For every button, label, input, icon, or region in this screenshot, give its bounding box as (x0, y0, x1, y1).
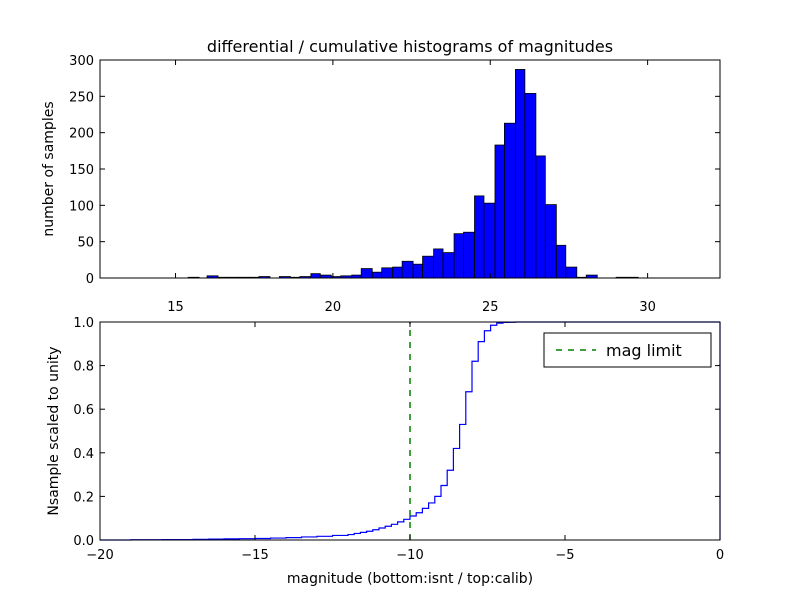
x-tick-label: 25 (482, 300, 499, 315)
x-tick-label: −5 (555, 548, 574, 563)
histogram-bar (544, 204, 557, 279)
legend-entry-mag-limit: mag limit (606, 341, 682, 360)
y-tick-label: 0 (86, 272, 94, 287)
bottom-axes-frame (99, 321, 721, 541)
top-axes-frame (99, 59, 721, 279)
legend: mag limit (543, 332, 712, 368)
y-tick-label: 0.0 (73, 534, 94, 549)
histogram-bar (412, 263, 423, 279)
y-tick-label: 0.6 (73, 403, 94, 418)
histogram-bar (474, 195, 485, 279)
x-tick-label: 20 (325, 300, 342, 315)
histogram-bar (535, 155, 546, 279)
x-tick-label: −10 (396, 548, 423, 563)
histogram-bar (453, 233, 464, 279)
histogram-bar (463, 231, 475, 279)
y-tick-label: 0.4 (73, 447, 94, 462)
histogram-bar (504, 122, 516, 279)
histogram-bar (483, 202, 496, 279)
histogram-bar (360, 268, 373, 279)
histogram-bar (565, 266, 578, 279)
bottom-y-axis-label: Nsample scaled to unity (46, 346, 62, 515)
y-tick-label: 1.0 (73, 316, 94, 331)
bottom-x-axis-label: magnitude (bottom:isnt / top:calib) (287, 571, 533, 587)
cumulative-panel: Nsample scaled to unity magnitude (botto… (46, 316, 724, 587)
histogram-bars (187, 69, 639, 279)
histogram-bar (433, 248, 444, 279)
histogram-bar (494, 144, 505, 279)
histogram-bar (524, 93, 537, 279)
x-tick-label: 0 (716, 548, 724, 563)
top-axis-ticks: 0 50 100 150 200 250 300 15 20 25 30 (69, 54, 720, 315)
y-tick-label: 250 (69, 90, 94, 105)
y-tick-label: 100 (69, 199, 94, 214)
histogram-bar (555, 244, 567, 279)
histogram-bar (392, 266, 403, 279)
histogram-bar (401, 260, 414, 279)
histogram-bar (381, 267, 394, 279)
histogram-bar (442, 252, 455, 279)
top-y-axis-label: number of samples (41, 101, 57, 236)
x-tick-label: −20 (86, 548, 113, 563)
y-tick-label: 0.2 (73, 490, 94, 505)
x-tick-label: 15 (167, 300, 184, 315)
histogram-bar (310, 273, 321, 279)
x-tick-label: 30 (639, 300, 656, 315)
y-tick-label: 50 (77, 236, 94, 251)
x-tick-label: −15 (241, 548, 268, 563)
histogram-bar (515, 69, 526, 279)
histogram-bar (422, 255, 435, 279)
histogram-bar (371, 271, 383, 279)
y-tick-label: 150 (69, 163, 94, 178)
y-tick-label: 200 (69, 127, 94, 142)
chart-title: differential / cumulative histograms of … (207, 37, 613, 56)
histogram-panel: differential / cumulative histograms of … (41, 37, 721, 315)
y-tick-label: 300 (69, 54, 94, 69)
y-tick-label: 0.8 (73, 360, 94, 375)
